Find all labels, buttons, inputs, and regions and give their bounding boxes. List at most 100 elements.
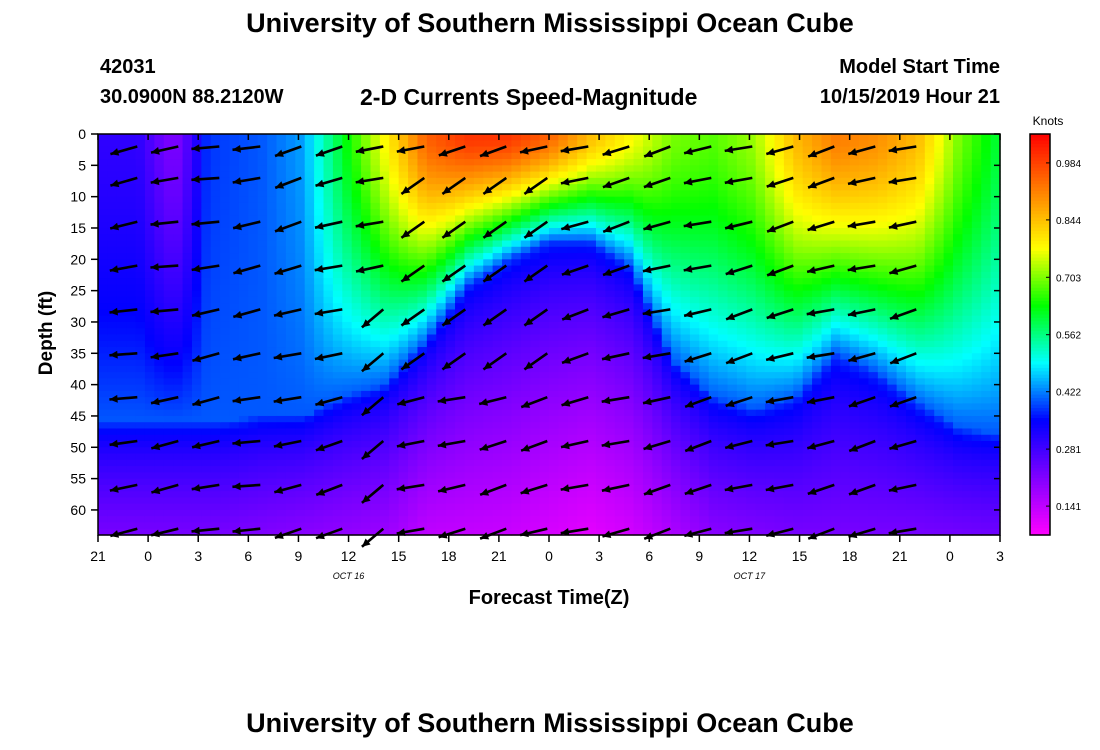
heatmap-cell: [173, 221, 184, 229]
heatmap-cell: [248, 202, 259, 210]
heatmap-cell: [774, 284, 785, 292]
heatmap-cell: [445, 390, 456, 398]
heatmap-cell: [671, 353, 682, 361]
heatmap-cell: [464, 315, 475, 323]
heatmap-cell: [332, 209, 343, 217]
heatmap-cell: [342, 309, 353, 317]
heatmap-cell: [173, 378, 184, 386]
heatmap-cell: [689, 165, 700, 173]
heatmap-cell: [342, 353, 353, 361]
heatmap-cell: [680, 159, 691, 166]
heatmap-cell: [389, 466, 400, 473]
heatmap-cell: [398, 171, 409, 179]
heatmap-cell: [642, 415, 653, 423]
heatmap-cell: [614, 202, 625, 210]
heatmap-cell: [408, 466, 419, 473]
heatmap-cell: [492, 516, 503, 524]
heatmap-cell: [473, 397, 484, 405]
heatmap-cell: [652, 428, 663, 436]
heatmap-cell: [445, 146, 456, 154]
heatmap-cell: [821, 491, 832, 499]
heatmap-cell: [605, 215, 616, 223]
heatmap-cell: [116, 353, 127, 361]
heatmap-cell: [98, 271, 108, 279]
heatmap-cell: [689, 422, 700, 430]
heatmap-cell: [483, 290, 494, 298]
heatmap-cell: [408, 215, 419, 223]
heatmap-cell: [633, 347, 644, 354]
heatmap-cell: [389, 434, 400, 442]
heatmap-cell: [802, 290, 813, 298]
heatmap-cell: [238, 365, 249, 373]
heatmap-cell: [285, 372, 296, 379]
heatmap-cell: [718, 246, 729, 254]
heatmap-cell: [370, 328, 381, 336]
heatmap-cell: [173, 503, 184, 511]
heatmap-cell: [144, 390, 155, 398]
heatmap-cell: [154, 453, 165, 461]
heatmap-cell: [567, 253, 578, 260]
heatmap-cell: [539, 246, 550, 254]
heatmap-cell: [577, 303, 588, 311]
heatmap-cell: [586, 196, 597, 204]
heatmap-cell: [652, 503, 663, 511]
heatmap-cell: [304, 159, 315, 166]
heatmap-cell: [257, 328, 268, 336]
heatmap-cell: [398, 271, 409, 279]
heatmap-cell: [229, 478, 240, 486]
heatmap-cell: [163, 159, 174, 166]
heatmap-cell: [614, 453, 625, 461]
heatmap-cell: [671, 265, 682, 273]
heatmap-cell: [257, 284, 268, 292]
heatmap-cell: [201, 522, 212, 530]
heatmap-cell: [417, 221, 428, 229]
heatmap-cell: [257, 240, 268, 248]
heatmap-cell: [727, 384, 738, 392]
heatmap-cell: [473, 303, 484, 311]
heatmap-cell: [586, 309, 597, 317]
heatmap-cell: [398, 453, 409, 461]
heatmap-cell: [671, 516, 682, 524]
heatmap-cell: [144, 409, 155, 417]
heatmap-cell: [802, 516, 813, 524]
heatmap-cell: [699, 177, 710, 185]
heatmap-cell: [135, 403, 146, 411]
heatmap-cell: [473, 134, 484, 141]
heatmap-cell: [502, 303, 513, 311]
heatmap-cell: [417, 303, 428, 311]
heatmap-cell: [577, 315, 588, 323]
heatmap-cell: [116, 422, 127, 430]
heatmap-cell: [342, 359, 353, 367]
heatmap-cell: [163, 328, 174, 336]
heatmap-cell: [812, 478, 823, 486]
heatmap-cell: [144, 196, 155, 204]
heatmap-cell: [614, 478, 625, 486]
heatmap-cell: [502, 209, 513, 217]
heatmap-cell: [210, 177, 221, 185]
heatmap-cell: [154, 522, 165, 530]
heatmap-cell: [520, 503, 531, 511]
heatmap-cell: [783, 159, 794, 166]
heatmap-cell: [530, 415, 541, 423]
heatmap-cell: [98, 321, 108, 329]
heatmap-cell: [511, 478, 522, 486]
heatmap-cell: [708, 390, 719, 398]
heatmap-cell: [624, 497, 635, 505]
heatmap-cell: [699, 227, 710, 235]
heatmap-cell: [455, 453, 466, 461]
heatmap-cell: [285, 321, 296, 329]
heatmap-cell: [464, 140, 475, 148]
heatmap-cell: [191, 384, 202, 392]
heatmap-cell: [182, 459, 193, 467]
heatmap-cell: [210, 303, 221, 311]
heatmap-cell: [802, 321, 813, 329]
heatmap-cell: [502, 459, 513, 467]
heatmap-cell: [793, 140, 804, 148]
heatmap-cell: [765, 459, 776, 467]
heatmap-cell: [652, 234, 663, 242]
heatmap-cell: [257, 378, 268, 386]
heatmap-cell: [379, 246, 390, 254]
heatmap-cell: [295, 134, 306, 141]
heatmap-cell: [267, 240, 278, 248]
heatmap-cell: [323, 384, 334, 392]
